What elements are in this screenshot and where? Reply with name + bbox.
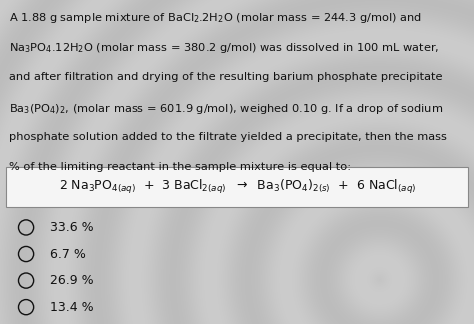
Text: Na$_3$PO$_4$.12H$_2$O (molar mass = 380.2 g/mol) was dissolved in 100 mL water,: Na$_3$PO$_4$.12H$_2$O (molar mass = 380.…: [9, 41, 439, 55]
Text: 6.7 %: 6.7 %: [50, 248, 86, 260]
Text: 2 Na$_3$PO$_{4(aq)}$  +  3 BaCl$_{2(aq)}$  $\rightarrow$  Ba$_3$(PO$_4$)$_{2(s)}: 2 Na$_3$PO$_{4(aq)}$ + 3 BaCl$_{2(aq)}$ …: [58, 178, 416, 196]
Text: phosphate solution added to the filtrate yielded a precipitate, then the mass: phosphate solution added to the filtrate…: [9, 132, 447, 142]
Text: Ba$_3$(PO$_4$)$_2$, (molar mass = 601.9 g/mol), weighed 0.10 g. If a drop of sod: Ba$_3$(PO$_4$)$_2$, (molar mass = 601.9 …: [9, 102, 443, 116]
Text: % of the limiting reactant in the sample mixture is equal to:: % of the limiting reactant in the sample…: [9, 162, 351, 172]
Text: 13.4 %: 13.4 %: [50, 301, 93, 314]
Text: and after filtration and drying of the resulting barium phosphate precipitate: and after filtration and drying of the r…: [9, 72, 442, 82]
Text: 33.6 %: 33.6 %: [50, 221, 93, 234]
Text: 26.9 %: 26.9 %: [50, 274, 93, 287]
FancyBboxPatch shape: [6, 167, 468, 207]
Text: A 1.88 g sample mixture of BaCl$_2$.2H$_2$O (molar mass = 244.3 g/mol) and: A 1.88 g sample mixture of BaCl$_2$.2H$_…: [9, 11, 421, 25]
